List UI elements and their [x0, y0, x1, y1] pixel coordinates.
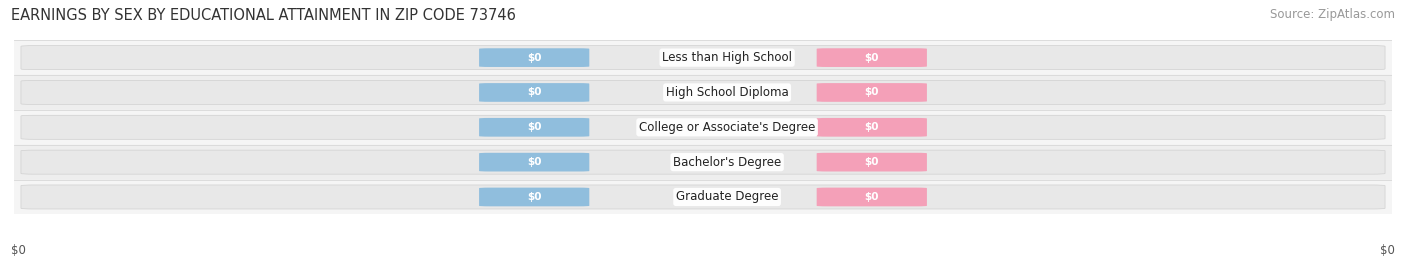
FancyBboxPatch shape	[21, 115, 1385, 139]
Bar	[14, 75, 1392, 110]
Text: $0: $0	[527, 192, 541, 202]
Text: $0: $0	[865, 157, 879, 167]
Bar	[14, 110, 1392, 145]
FancyBboxPatch shape	[479, 83, 589, 102]
FancyBboxPatch shape	[479, 48, 589, 67]
FancyBboxPatch shape	[479, 188, 589, 206]
Text: $0: $0	[527, 87, 541, 98]
FancyBboxPatch shape	[21, 80, 1385, 105]
Text: $0: $0	[865, 192, 879, 202]
FancyBboxPatch shape	[817, 118, 927, 137]
Bar	[14, 180, 1392, 214]
FancyBboxPatch shape	[21, 150, 1385, 174]
Text: $0: $0	[865, 53, 879, 63]
Bar	[14, 40, 1392, 75]
Text: $0: $0	[527, 53, 541, 63]
Text: $0: $0	[527, 157, 541, 167]
FancyBboxPatch shape	[817, 188, 927, 206]
Bar	[14, 145, 1392, 180]
FancyBboxPatch shape	[817, 153, 927, 172]
Text: $0: $0	[865, 87, 879, 98]
Text: High School Diploma: High School Diploma	[665, 86, 789, 99]
Text: $0: $0	[1379, 244, 1395, 257]
Text: EARNINGS BY SEX BY EDUCATIONAL ATTAINMENT IN ZIP CODE 73746: EARNINGS BY SEX BY EDUCATIONAL ATTAINMEN…	[11, 8, 516, 23]
Text: Source: ZipAtlas.com: Source: ZipAtlas.com	[1270, 8, 1395, 21]
FancyBboxPatch shape	[817, 83, 927, 102]
Text: College or Associate's Degree: College or Associate's Degree	[638, 121, 815, 134]
FancyBboxPatch shape	[817, 48, 927, 67]
Text: $0: $0	[865, 122, 879, 132]
FancyBboxPatch shape	[21, 185, 1385, 209]
Text: Less than High School: Less than High School	[662, 51, 792, 64]
Text: Bachelor's Degree: Bachelor's Degree	[673, 156, 782, 169]
Text: $0: $0	[527, 122, 541, 132]
FancyBboxPatch shape	[479, 153, 589, 172]
Text: Graduate Degree: Graduate Degree	[676, 191, 779, 203]
Text: $0: $0	[11, 244, 27, 257]
FancyBboxPatch shape	[21, 46, 1385, 70]
FancyBboxPatch shape	[479, 118, 589, 137]
